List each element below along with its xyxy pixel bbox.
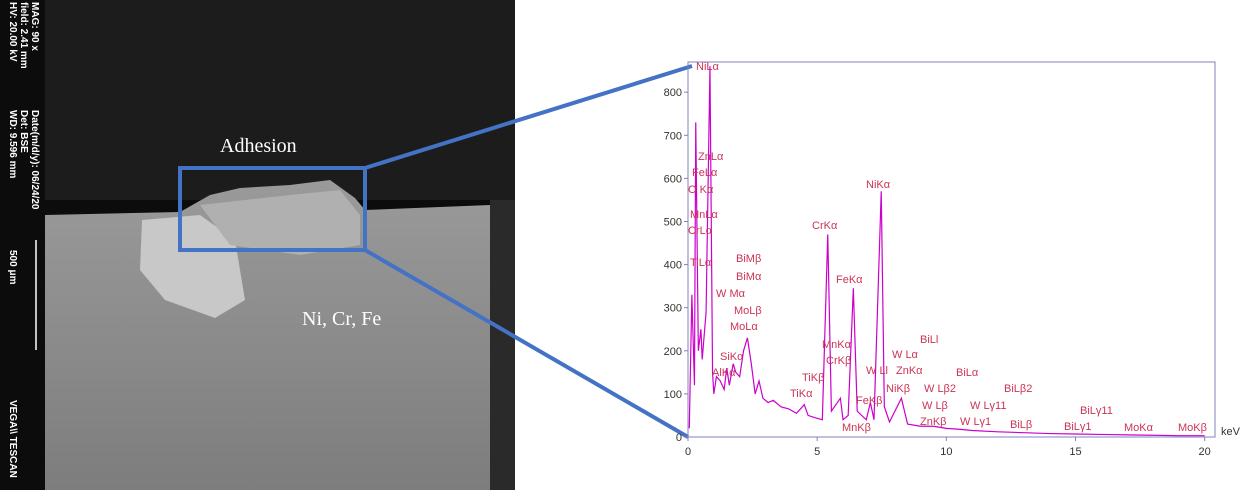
peak-label: SiKα bbox=[720, 351, 744, 363]
peak-label: BiMα bbox=[736, 271, 762, 283]
sem-metadata: field: 2.41 mm bbox=[18, 2, 29, 69]
y-tick-label: 500 bbox=[664, 216, 682, 228]
peak-label: ZnKα bbox=[896, 365, 923, 377]
peak-label: MnLα bbox=[690, 209, 718, 221]
peak-label: BiLβ bbox=[1010, 419, 1032, 431]
peak-label: CrKα bbox=[812, 220, 838, 232]
sem-metadata: WD: 9.596 mm bbox=[7, 110, 18, 178]
peak-label: FeLα bbox=[692, 167, 718, 179]
peak-label: MoKβ bbox=[1178, 422, 1207, 434]
y-tick-label: 700 bbox=[664, 130, 682, 142]
brand: VEGA\\ TESCAN bbox=[7, 400, 18, 478]
x-axis-label: keV bbox=[1221, 426, 1241, 438]
sem-image bbox=[0, 0, 515, 490]
x-tick-label: 20 bbox=[1199, 446, 1211, 458]
peak-label: O Kα bbox=[688, 184, 714, 196]
peak-label: FeKα bbox=[836, 274, 863, 286]
peak-label: TiKα bbox=[790, 388, 813, 400]
peak-label: W Lγ11 bbox=[970, 400, 1006, 412]
y-tick-label: 300 bbox=[664, 303, 682, 315]
peak-label: W Mα bbox=[716, 288, 746, 300]
peak-label: AlKα bbox=[712, 367, 736, 379]
peak-label: TiLα bbox=[690, 257, 712, 269]
peak-label: NiKβ bbox=[886, 383, 910, 395]
peak-label: W Ll bbox=[866, 365, 888, 377]
sem-metadata: HV: 20.00 kV bbox=[7, 2, 18, 62]
peak-label: MoKα bbox=[1124, 422, 1154, 434]
peak-label: BiLγ11 bbox=[1080, 405, 1113, 417]
peak-label: NiLα bbox=[696, 61, 720, 73]
peak-label: BiLγ1 bbox=[1064, 421, 1092, 433]
label: Adhesion bbox=[220, 135, 297, 157]
peak-label: W Lα bbox=[892, 349, 919, 361]
peak-label: BiLl bbox=[920, 334, 938, 346]
peak-label: MoLα bbox=[730, 321, 758, 333]
y-tick-label: 0 bbox=[676, 432, 682, 444]
x-tick-label: 10 bbox=[940, 446, 952, 458]
peak-label: MnKα bbox=[822, 339, 852, 351]
sem-metadata: MAG: 90 x bbox=[29, 2, 40, 51]
x-tick-label: 0 bbox=[685, 446, 691, 458]
sem-metadata: Det: BSE bbox=[18, 110, 29, 153]
peak-label: ZnKβ bbox=[920, 416, 947, 428]
y-tick-label: 600 bbox=[664, 173, 682, 185]
y-tick-label: 800 bbox=[664, 87, 682, 99]
y-tick-label: 400 bbox=[664, 260, 682, 272]
y-tick-label: 100 bbox=[664, 389, 682, 401]
peak-label: MnKβ bbox=[842, 422, 871, 434]
peak-label: CrKβ bbox=[826, 355, 851, 367]
peak-label: W Lγ1 bbox=[960, 416, 991, 428]
sem-metadata: Date(m/d/y): 06/24/20 bbox=[29, 110, 40, 210]
label: Ni, Cr, Fe bbox=[302, 308, 381, 330]
x-tick-label: 5 bbox=[814, 446, 820, 458]
y-tick-label: 200 bbox=[664, 346, 682, 358]
peak-label: W Lβ bbox=[922, 400, 948, 412]
peak-label: W Lβ2 bbox=[924, 383, 956, 395]
peak-label: MoLβ bbox=[734, 305, 762, 317]
peak-label: BiMβ bbox=[736, 253, 761, 265]
peak-label: CrLα bbox=[688, 225, 713, 237]
peak-label: FeKβ bbox=[856, 395, 883, 407]
plot-frame bbox=[687, 61, 1216, 438]
peak-label: ZnLα bbox=[698, 151, 724, 163]
peak-label: TiKβ bbox=[802, 372, 824, 384]
spectrum-line bbox=[688, 66, 1205, 437]
x-tick-label: 15 bbox=[1069, 446, 1081, 458]
peak-label: NiKα bbox=[866, 179, 891, 191]
peak-label: BiLβ2 bbox=[1004, 383, 1032, 395]
peak-label: BiLα bbox=[956, 367, 979, 379]
scale-bar-label: 500 μm bbox=[7, 250, 18, 285]
